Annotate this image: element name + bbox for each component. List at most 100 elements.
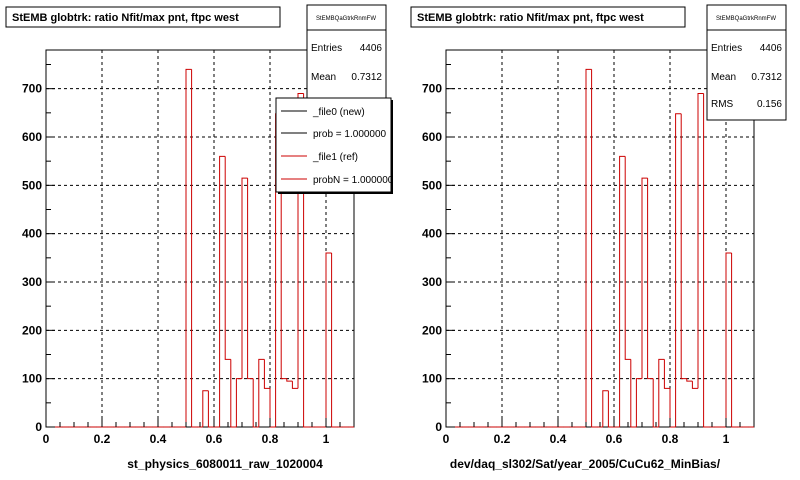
right-y-tick-label: 300	[422, 275, 442, 289]
right-stats-rms-label: RMS	[711, 99, 734, 110]
right-y-tick-label: 0	[435, 420, 442, 434]
right-histogram-bin	[630, 359, 637, 428]
right-histogram-bin	[652, 378, 659, 428]
right-x-tick-label: 0.2	[494, 432, 511, 446]
left-stats-entries-label: Entries	[311, 43, 342, 54]
left-x-tick-label: 0	[43, 432, 50, 446]
right-histogram-bin	[602, 390, 609, 427]
right-y-tick-label: 500	[422, 178, 442, 192]
legend-label-prob: prob = 1.000000	[313, 129, 387, 140]
right-x-tick-label: 1	[723, 432, 730, 446]
left-stats-mean-label: Mean	[311, 72, 336, 83]
right-histogram-bin	[585, 68, 592, 427]
right-stats-entries-value: 4406	[760, 43, 783, 54]
left-y-tick-label: 300	[22, 275, 42, 289]
left-x-tick-label: 0.6	[206, 432, 223, 446]
right-histogram-panel: 0 0.2 0.4 0.6 0.8 1 0 100 200 300 400 500 600 700 StE…	[410, 4, 787, 471]
left-histogram-panel: 0 0.2 0.4 0.6 0.8 1 0 100 200 300 400 500 600 700 StE…	[5, 4, 394, 471]
right-histogram-bin	[697, 93, 704, 389]
right-histogram-bin	[647, 178, 654, 380]
right-histogram-bin	[725, 252, 732, 427]
right-histogram-bars	[446, 68, 754, 428]
right-x-axis-label: dev/daq_sl302/Sat/year_2005/CuCu62_MinBi…	[450, 457, 721, 471]
legend-label-file1: _file1 (ref)	[312, 152, 358, 163]
left-histogram-bin	[258, 358, 265, 427]
right-x-tick-label: 0	[443, 432, 450, 446]
left-histogram-bin	[247, 178, 254, 380]
right-histogram-bin	[675, 113, 682, 427]
left-histogram-bin	[252, 378, 259, 428]
left-x-tick-label: 1	[323, 432, 330, 446]
left-histogram-bin	[291, 381, 298, 389]
left-x-tick-label: 0.8	[262, 432, 279, 446]
left-y-tick-label: 500	[22, 178, 42, 192]
right-stats-rms-value: 0.156	[757, 99, 782, 110]
right-y-tick-label: 600	[422, 130, 442, 144]
right-stats-entries-label: Entries	[711, 43, 742, 54]
left-stats-entries-value: 4406	[360, 43, 383, 54]
right-histogram-bin	[691, 381, 698, 389]
left-histogram-bin	[297, 93, 304, 389]
right-y-tick-label: 400	[422, 227, 442, 241]
right-histogram-bin	[607, 390, 614, 428]
left-chart-title: StEMB globtrk: ratio Nfit/max pnt, ftpc …	[12, 12, 239, 24]
left-histogram-bin	[230, 359, 237, 428]
left-histogram-bin	[219, 155, 226, 427]
left-histogram-bin	[263, 359, 270, 389]
right-x-tick-label: 0.4	[550, 432, 567, 446]
right-stats-mean-value: 0.7312	[751, 72, 782, 83]
left-histogram-bin	[202, 390, 209, 427]
left-axes: 0 0.2 0.4 0.6 0.8 1 0 100 200 300 400 500 600 700	[22, 64, 341, 446]
left-x-tick-label: 0.2	[94, 432, 111, 446]
left-histogram-bin	[286, 378, 293, 382]
left-histogram-bin	[303, 93, 310, 428]
right-stats-name: StEMBQaGtrkRnmFW	[716, 16, 776, 22]
left-y-tick-label: 0	[35, 420, 42, 434]
left-stats-box: StEMBQaGtrkRnmFW Entries 4406 Mean 0.731…	[306, 4, 387, 101]
right-y-tick-label: 700	[422, 82, 442, 96]
right-plot-frame	[445, 49, 755, 428]
right-histogram-bin	[624, 156, 631, 360]
right-histogram-bin	[635, 378, 642, 427]
left-x-axis-label: st_physics_6080011_raw_1020004	[127, 457, 323, 471]
left-histogram-bin	[185, 68, 192, 427]
left-y-tick-label: 200	[22, 323, 42, 337]
left-histogram-bars	[46, 68, 354, 428]
right-histogram-bin	[731, 253, 738, 428]
legend-label-probn: probN = 1.000000	[313, 175, 394, 186]
right-x-tick-label: 0.8	[662, 432, 679, 446]
left-legend: _file0 (new) prob = 1.000000 _file1 (ref…	[275, 97, 394, 194]
right-stats-box: StEMBQaGtrkRnmFW Entries 4406 Mean 0.731…	[706, 4, 787, 121]
right-chart-title: StEMB globtrk: ratio Nfit/max pnt, ftpc …	[417, 12, 644, 24]
right-y-tick-label: 200	[422, 323, 442, 337]
left-histogram-bin	[331, 253, 338, 428]
right-histogram-bin	[641, 177, 648, 379]
right-histogram-bin	[663, 359, 670, 389]
right-histogram-bin	[591, 69, 598, 428]
left-y-tick-label: 600	[22, 130, 42, 144]
right-histogram-bin	[703, 93, 710, 428]
right-histogram-bin	[686, 378, 693, 382]
right-title-box	[410, 6, 686, 28]
left-histogram-bin	[207, 390, 214, 428]
left-x-tick-label: 0.4	[150, 432, 167, 446]
right-x-tick-label: 0.6	[606, 432, 623, 446]
left-y-tick-label: 100	[22, 372, 42, 386]
left-stats-mean-value: 0.7312	[351, 72, 382, 83]
left-histogram-bin	[224, 156, 231, 360]
left-stats-name: StEMBQaGtrkRnmFW	[316, 16, 376, 22]
right-histogram-bin	[658, 358, 665, 427]
left-histogram-bin	[325, 252, 332, 427]
left-y-tick-label: 700	[22, 82, 42, 96]
left-histogram-bin	[280, 113, 287, 380]
right-y-tick-label: 100	[422, 372, 442, 386]
left-histogram-bin	[235, 378, 242, 427]
legend-label-file0: _file0 (new)	[312, 107, 365, 118]
left-histogram-bin	[241, 177, 248, 379]
right-stats-mean-label: Mean	[711, 72, 736, 83]
right-axes: 0 0.2 0.4 0.6 0.8 1 0 100 200 300 400 500 600 700	[422, 64, 741, 446]
right-histogram-bin	[680, 113, 687, 380]
right-histogram-bin	[619, 155, 626, 427]
left-y-tick-label: 400	[22, 227, 42, 241]
